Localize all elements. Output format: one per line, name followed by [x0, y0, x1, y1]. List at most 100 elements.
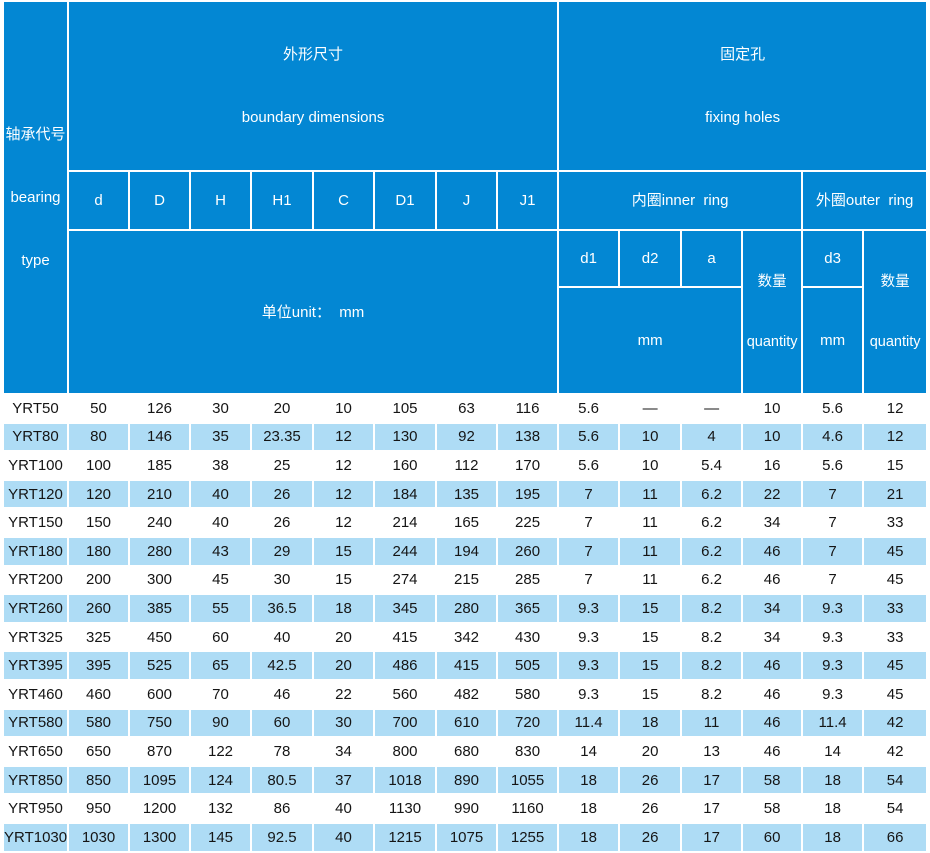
cell: — [620, 395, 681, 422]
cell: 1095 [130, 766, 189, 794]
cell: 8.2 [682, 595, 742, 622]
cell: 122 [191, 738, 250, 765]
cell: 7 [803, 480, 863, 508]
bearing-type-cell: YRT180 [4, 537, 67, 565]
cell: 6.2 [682, 509, 742, 536]
cell: 6.2 [682, 480, 742, 508]
cell: 15 [620, 680, 681, 708]
cell: 10 [620, 452, 681, 479]
cell: 34 [743, 509, 802, 536]
col-header-d1: d1 [559, 231, 619, 287]
bearing-type-cell: YRT50 [4, 395, 67, 422]
cell: 800 [375, 738, 435, 765]
table-row: YRT460 460 600 70 46 22 560 482 580 9.3 15 8.2 46 9.… [4, 680, 927, 708]
cell: 1200 [130, 795, 189, 822]
cell: 116 [498, 395, 558, 422]
col-header-d2: d2 [620, 231, 681, 287]
col-header-outer-ring: 外圈outer ring [803, 172, 927, 229]
cell: 42 [864, 738, 927, 765]
cell: 7 [803, 537, 863, 565]
cell: 42 [864, 709, 927, 737]
bearing-type-cell: YRT395 [4, 652, 67, 679]
cell: 525 [130, 652, 189, 679]
header-row-groups: 轴承代号 bearing type 外形尺寸 boundary dimensio… [4, 2, 927, 393]
fixing-zh: 固定孔 [720, 46, 766, 63]
cell: 17 [682, 823, 742, 851]
cell: 11 [620, 509, 681, 536]
cell: 990 [437, 795, 496, 822]
bearing-type-cell: YRT80 [4, 423, 67, 451]
cell: 345 [375, 595, 435, 622]
cell: 180 [69, 537, 128, 565]
cell: 5.6 [559, 395, 619, 422]
cell: 280 [437, 595, 496, 622]
bearing-type-cell: YRT580 [4, 709, 67, 737]
col-header-D1: D1 [375, 172, 435, 229]
cell: 130 [375, 423, 435, 451]
table-row: YRT150 150 240 40 26 12 214 165 225 7 11 6.2 34 7 33 [4, 509, 927, 536]
cell: 18 [803, 766, 863, 794]
col-header-J1: J1 [498, 172, 558, 229]
cell: 244 [375, 537, 435, 565]
table-row: YRT260 260 385 55 36.5 18 345 280 365 9.3 15 8.2 34… [4, 595, 927, 622]
cell: 830 [498, 738, 558, 765]
bearing-type-cell: YRT325 [4, 623, 67, 651]
cell: 35 [191, 423, 250, 451]
cell: 4.6 [803, 423, 863, 451]
cell: 12 [314, 423, 373, 451]
cell: 100 [69, 452, 128, 479]
bearing-type-cell: YRT850 [4, 766, 67, 794]
boundary-zh: 外形尺寸 [283, 46, 344, 63]
cell: 1130 [375, 795, 435, 822]
cell: 1030 [69, 823, 128, 851]
cell: 26 [252, 480, 312, 508]
cell: 34 [314, 738, 373, 765]
cell: 126 [130, 395, 189, 422]
cell: 45 [864, 566, 927, 594]
cell: 78 [252, 738, 312, 765]
col-header-inner-ring: 内圈inner ring [559, 172, 802, 229]
cell: 60 [252, 709, 312, 737]
cell: 1055 [498, 766, 558, 794]
table-row: YRT100 100 185 38 25 12 160 112 170 5.6 10 5.4 16 5.… [4, 452, 927, 479]
col-header-H1: H1 [252, 172, 312, 229]
cell: 274 [375, 566, 435, 594]
quantity-en: quantity [869, 334, 921, 350]
cell: 124 [191, 766, 250, 794]
cell: 37 [314, 766, 373, 794]
table-row: YRT950 950 1200 132 86 40 1130 990 1160 18 26 17 58… [4, 795, 927, 822]
cell: 66 [864, 823, 927, 851]
cell: 7 [559, 566, 619, 594]
table-row: YRT850 850 1095 124 80.5 37 1018 890 1055 18 26 17… [4, 766, 927, 794]
cell: 54 [864, 766, 927, 794]
cell: 9.3 [803, 595, 863, 622]
quantity-en: quantity [746, 334, 798, 350]
group-header-fixing-holes: 固定孔 fixing holes [559, 2, 927, 170]
cell: 15 [314, 537, 373, 565]
cell: 18 [559, 823, 619, 851]
cell: 11 [620, 480, 681, 508]
cell: 26 [620, 795, 681, 822]
table-row: YRT120 120 210 40 26 12 184 135 195 7 11 6.2 22 7 21 [4, 480, 927, 508]
cell: 194 [437, 537, 496, 565]
cell: 132 [191, 795, 250, 822]
quantity-zh: 数量 [880, 274, 910, 290]
cell: 184 [375, 480, 435, 508]
cell: 9.3 [559, 623, 619, 651]
cell: — [682, 395, 742, 422]
cell: 700 [375, 709, 435, 737]
cell: 1018 [375, 766, 435, 794]
cell: 15 [620, 595, 681, 622]
cell: 8.2 [682, 680, 742, 708]
col-header-a: a [682, 231, 742, 287]
cell: 38 [191, 452, 250, 479]
col-header-outer-quantity: 数量 quantity [864, 231, 927, 393]
cell: 7 [803, 566, 863, 594]
cell: 86 [252, 795, 312, 822]
cell: 750 [130, 709, 189, 737]
col-header-H: H [191, 172, 250, 229]
cell: 5.6 [803, 395, 863, 422]
cell: 300 [130, 566, 189, 594]
cell: 165 [437, 509, 496, 536]
table-row: YRT200 200 300 45 30 15 274 215 285 7 11 6.2 46 7 45 [4, 566, 927, 594]
